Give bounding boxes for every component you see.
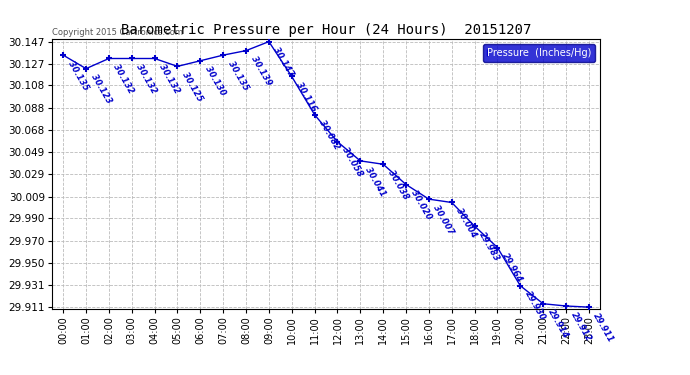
Text: 29.964: 29.964 — [500, 252, 524, 284]
Text: 30.116: 30.116 — [295, 81, 319, 113]
Text: 30.130: 30.130 — [203, 65, 227, 98]
Text: 29.912: 29.912 — [569, 310, 593, 343]
Text: 30.123: 30.123 — [89, 73, 113, 105]
Text: 30.135: 30.135 — [226, 59, 250, 92]
Text: 30.058: 30.058 — [340, 146, 364, 178]
Text: 29.983: 29.983 — [477, 230, 502, 263]
Title: Barometric Pressure per Hour (24 Hours)  20151207: Barometric Pressure per Hour (24 Hours) … — [121, 23, 531, 37]
Text: 30.132: 30.132 — [135, 63, 159, 95]
Text: 29.911: 29.911 — [591, 311, 615, 344]
Text: 29.930: 29.930 — [523, 290, 547, 322]
Text: 30.038: 30.038 — [386, 168, 410, 201]
Text: 30.041: 30.041 — [363, 165, 387, 198]
Text: 29.914: 29.914 — [546, 308, 570, 340]
Text: 30.082: 30.082 — [317, 119, 342, 152]
Text: 30.125: 30.125 — [180, 70, 204, 103]
Legend: Pressure  (Inches/Hg): Pressure (Inches/Hg) — [483, 44, 595, 62]
Text: 30.135: 30.135 — [66, 59, 90, 92]
Text: 30.132: 30.132 — [112, 63, 136, 95]
Text: 30.132: 30.132 — [157, 63, 181, 95]
Text: 30.020: 30.020 — [408, 189, 433, 221]
Text: Copyright 2015 Cartronics.com: Copyright 2015 Cartronics.com — [52, 28, 183, 37]
Text: 30.004: 30.004 — [455, 207, 479, 239]
Text: 30.147: 30.147 — [272, 46, 296, 78]
Text: 30.007: 30.007 — [432, 203, 455, 236]
Text: 30.139: 30.139 — [249, 55, 273, 87]
